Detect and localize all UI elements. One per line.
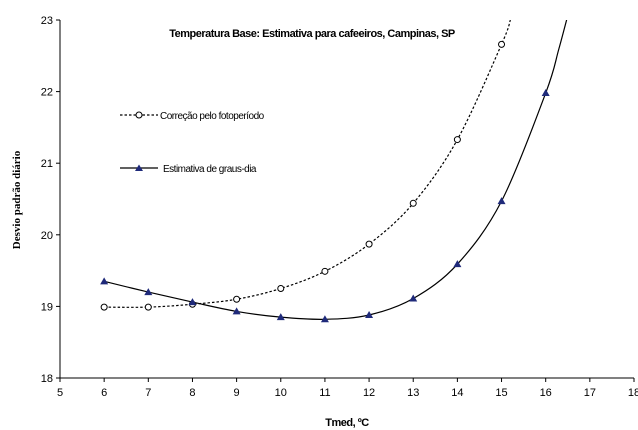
y-tick-label-23: 23 — [41, 15, 53, 27]
x-tick-label-5: 5 — [57, 387, 63, 399]
y-tick-label-19: 19 — [41, 301, 53, 313]
x-tick-label-7: 7 — [145, 387, 151, 399]
ticks: 5 6 7 8 9 10 11 12 13 14 15 16 17 18 18 19 20 21 22 23 — [41, 15, 638, 399]
series-markers — [100, 40, 550, 323]
point-correcao-7 — [409, 199, 417, 207]
legend-label-correcao: Correção pelo fotoperíodo — [160, 111, 265, 122]
legend-label-graus-dia: Estimativa de graus-dia — [163, 164, 257, 175]
series-lines — [104, 20, 568, 320]
point-correcao-5 — [321, 267, 329, 275]
x-tick-label-8: 8 — [189, 387, 195, 399]
x-tick-label-6: 6 — [101, 387, 107, 399]
series-line-graus-dia — [104, 20, 568, 320]
point-correcao-3 — [233, 295, 241, 303]
point-graus-dia-0 — [100, 277, 109, 285]
point-graus-dia-3 — [232, 307, 241, 315]
point-correcao-6 — [365, 240, 373, 248]
x-axis-label: Tmed, ºC — [325, 417, 369, 429]
y-tick-label-20: 20 — [41, 230, 53, 242]
y-tick-label-18: 18 — [41, 373, 53, 385]
x-tick-label-9: 9 — [234, 387, 240, 399]
x-tick-label-12: 12 — [363, 387, 375, 399]
point-correcao-8 — [453, 136, 461, 144]
point-graus-dia-2 — [188, 298, 197, 306]
y-tick-label-22: 22 — [41, 87, 53, 99]
point-graus-dia-5 — [320, 315, 329, 323]
chart-title: Temperatura Base: Estimativa para cafeei… — [169, 28, 455, 40]
legend-marker-graus-dia — [135, 164, 143, 171]
point-graus-dia-10 — [541, 89, 550, 97]
point-graus-dia-9 — [497, 197, 506, 205]
legend-marker-correcao — [135, 111, 143, 119]
point-graus-dia-8 — [453, 260, 462, 268]
y-axis-label: Desvio padrão diário — [11, 150, 23, 249]
legend: Correção pelo fotoperíodo Estimativa de … — [120, 111, 265, 175]
legend-item-correcao: Correção pelo fotoperíodo — [120, 111, 265, 122]
point-graus-dia-4 — [276, 313, 285, 321]
point-graus-dia-1 — [144, 288, 153, 296]
point-correcao-1 — [144, 303, 152, 311]
x-tick-label-15: 15 — [495, 387, 507, 399]
point-correcao-9 — [498, 40, 506, 48]
y-tick-label-21: 21 — [41, 158, 53, 170]
axes — [59, 20, 634, 379]
x-tick-label-16: 16 — [540, 387, 552, 399]
point-correcao-0 — [100, 303, 108, 311]
x-tick-label-13: 13 — [407, 387, 419, 399]
point-correcao-4 — [277, 285, 285, 292]
legend-item-graus-dia: Estimativa de graus-dia — [120, 164, 257, 175]
x-tick-label-14: 14 — [451, 387, 463, 399]
x-tick-label-18: 18 — [628, 387, 638, 399]
point-graus-dia-7 — [409, 294, 418, 302]
x-tick-label-10: 10 — [275, 387, 287, 399]
x-tick-label-11: 11 — [319, 387, 330, 399]
point-graus-dia-6 — [365, 310, 374, 318]
x-tick-label-17: 17 — [584, 387, 596, 399]
